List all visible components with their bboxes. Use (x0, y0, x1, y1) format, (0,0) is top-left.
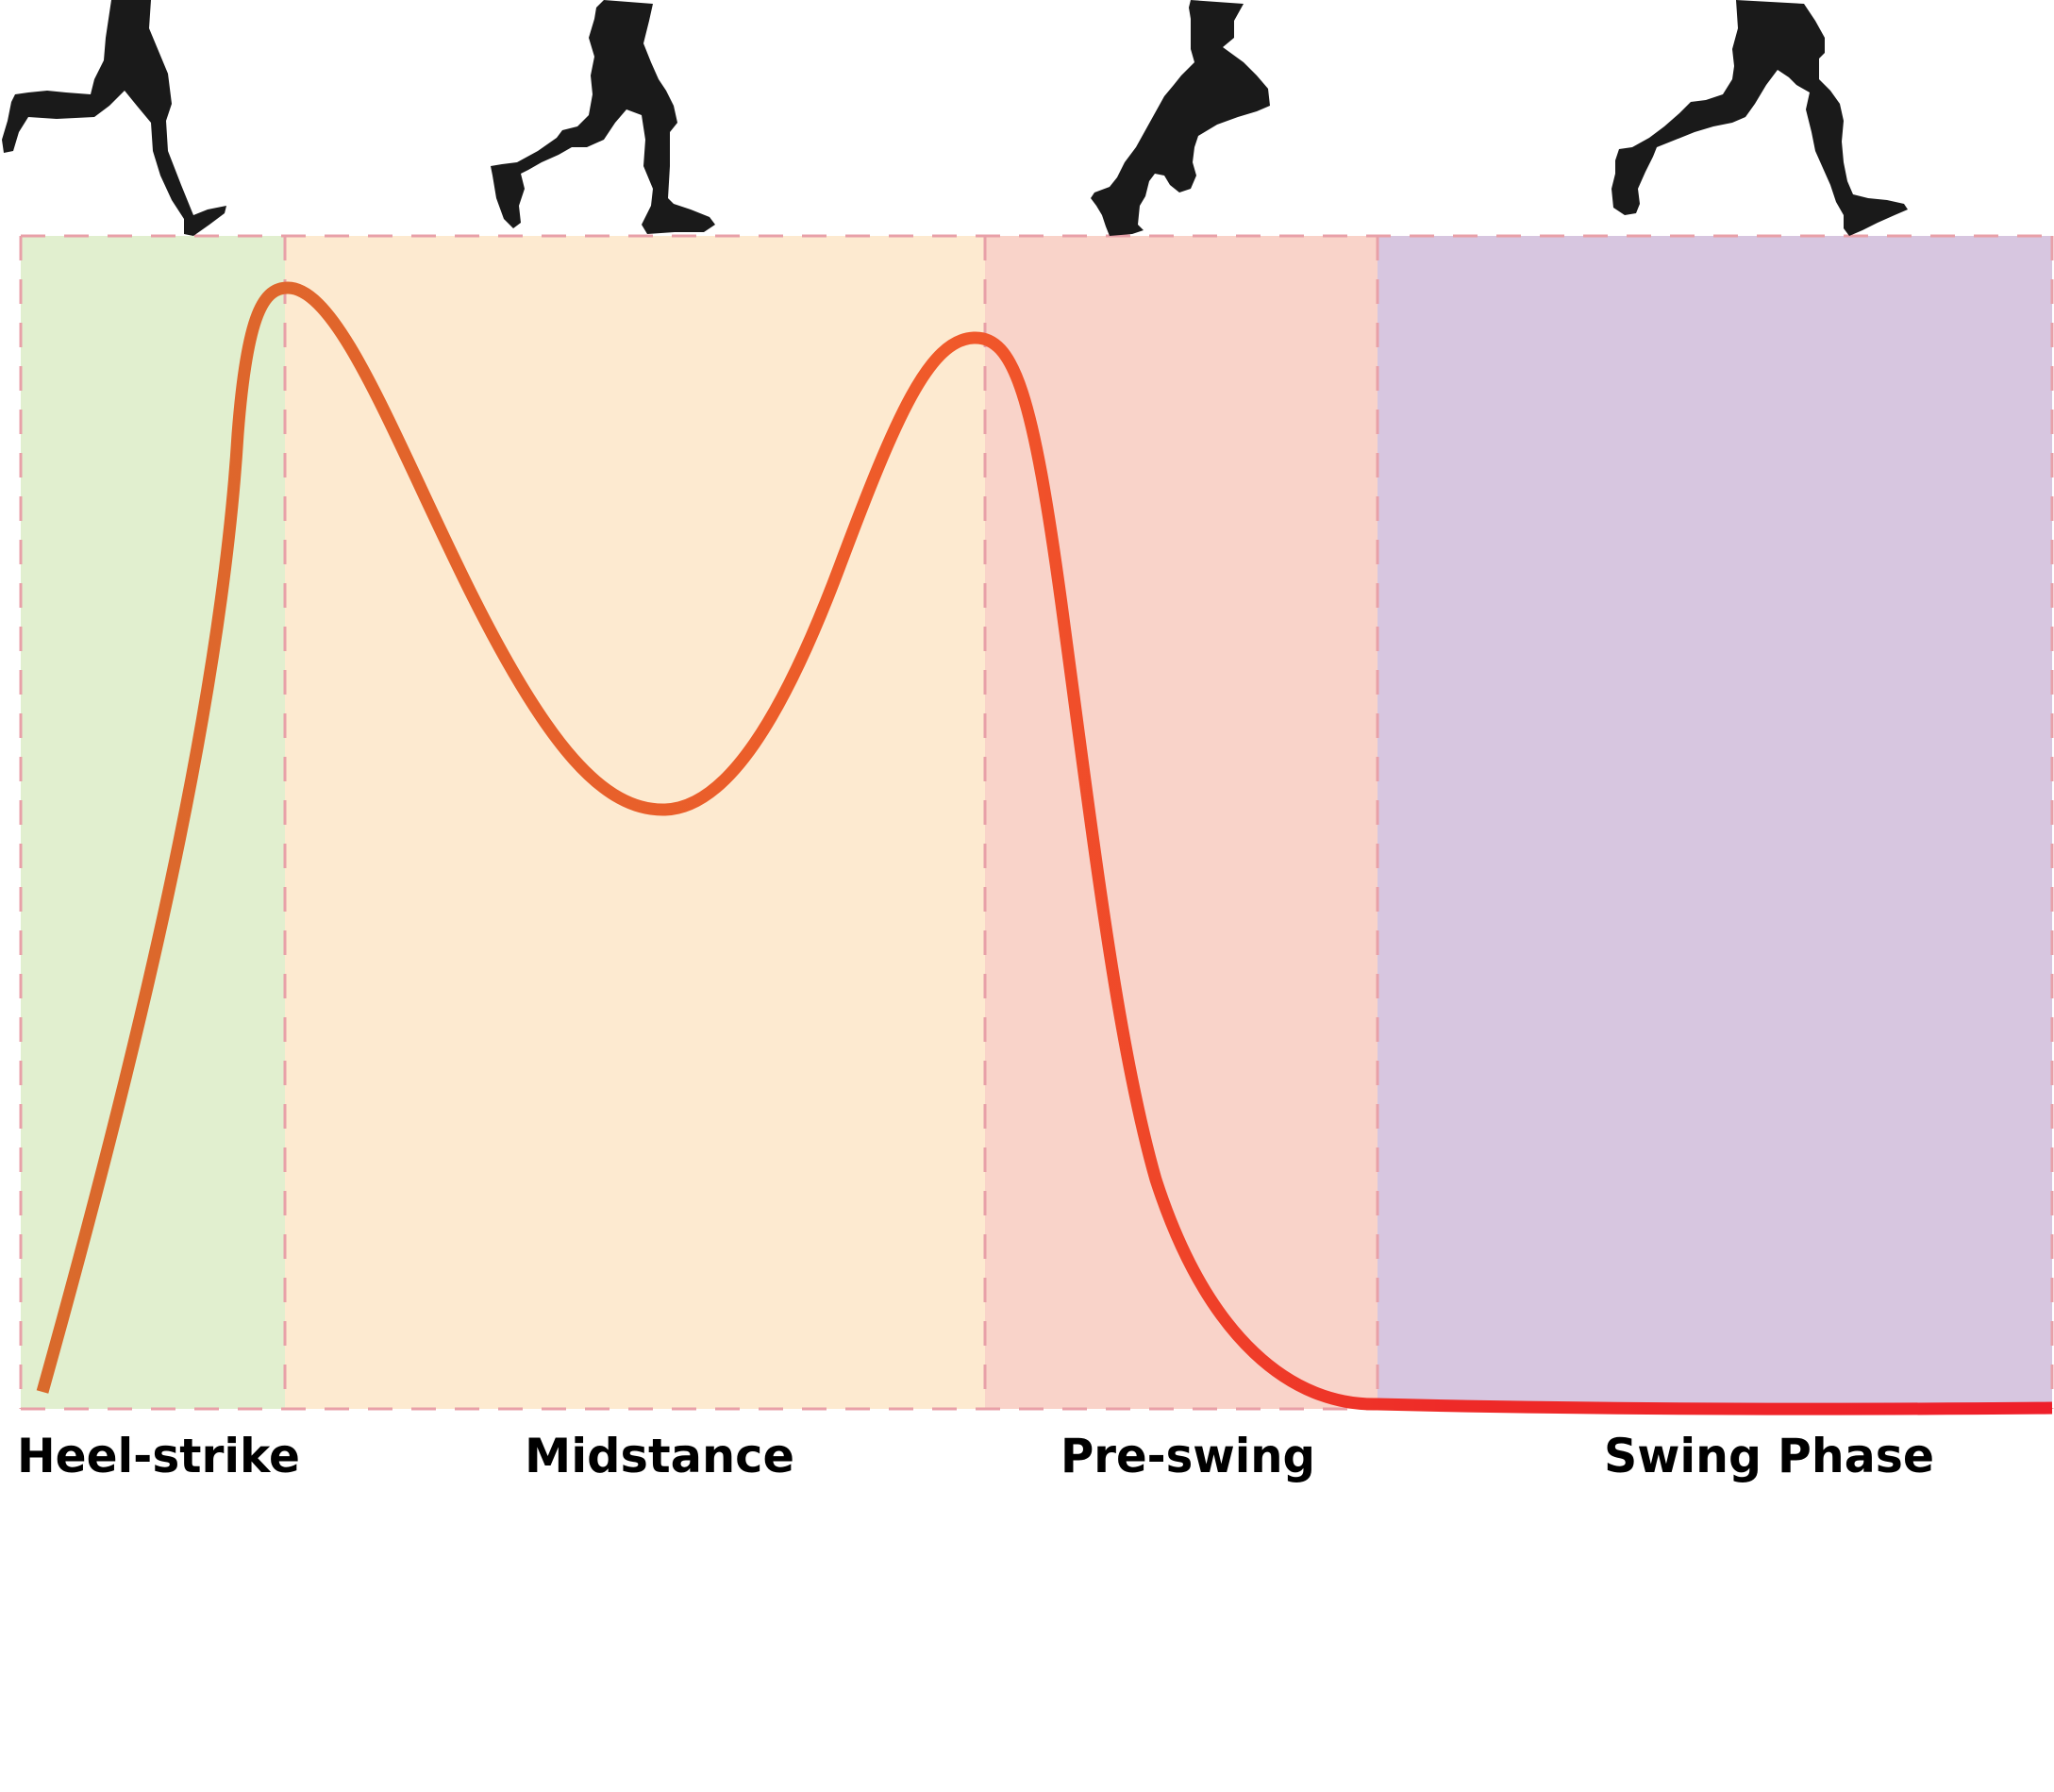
runner-legs-heel-strike-icon (2, 0, 226, 236)
phase-labels: Heel-strike Midstance Pre-swing Swing Ph… (17, 1429, 1934, 1483)
label-pre-swing: Pre-swing (1060, 1429, 1315, 1483)
pre-swing-band (985, 236, 1378, 1409)
label-heel-strike: Heel-strike (17, 1429, 300, 1483)
runner-silhouettes (2, 0, 1908, 236)
swing-phase-band (1378, 236, 2052, 1409)
phase-bands (21, 236, 2052, 1409)
label-swing-phase: Swing Phase (1604, 1429, 1934, 1483)
runner-legs-midstance-icon (491, 0, 715, 234)
label-midstance: Midstance (525, 1429, 794, 1483)
runner-legs-swing-icon (1611, 0, 1908, 236)
runner-legs-pre-swing-icon (1091, 0, 1270, 236)
midstance-band (285, 236, 985, 1409)
force-curve (36, 281, 2053, 1415)
